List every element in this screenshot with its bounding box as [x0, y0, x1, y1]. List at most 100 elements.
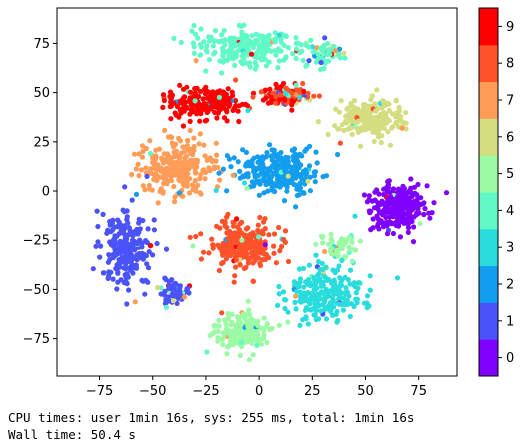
data-point: [183, 175, 189, 181]
data-point: [280, 289, 287, 295]
data-point: [225, 211, 231, 217]
data-point: [112, 252, 119, 258]
data-point: [277, 96, 283, 103]
data-point: [421, 211, 427, 218]
data-point: [384, 116, 390, 122]
data-point: [174, 103, 180, 110]
data-point: [157, 174, 163, 180]
data-point: [221, 115, 228, 121]
data-point: [253, 166, 259, 172]
data-point: [266, 232, 272, 238]
data-point: [323, 316, 330, 322]
data-point: [243, 239, 249, 245]
data-point: [367, 273, 373, 279]
data-point: [409, 218, 415, 225]
data-point: [289, 90, 295, 96]
data-point: [161, 180, 167, 187]
data-point: [194, 111, 200, 117]
data-point: [219, 310, 225, 316]
data-point: [197, 190, 203, 196]
data-point: [251, 254, 257, 260]
data-point: [107, 222, 113, 228]
data-point: [203, 68, 209, 74]
data-point: [233, 42, 239, 48]
data-point: [198, 172, 204, 178]
data-point: [124, 265, 130, 271]
data-point: [298, 42, 304, 48]
colorbar-segment: [479, 81, 498, 119]
data-point: [360, 106, 366, 112]
data-point: [259, 336, 265, 342]
data-point: [329, 301, 335, 307]
data-point: [136, 151, 142, 157]
data-point: [220, 53, 226, 59]
y-tick-label: −50: [23, 283, 50, 298]
data-point: [256, 234, 262, 240]
x-tick-label: 50: [357, 384, 374, 399]
data-point: [181, 167, 187, 174]
data-point: [246, 38, 252, 44]
data-point: [307, 188, 313, 194]
x-tick-label: −50: [139, 384, 166, 399]
data-point: [300, 265, 307, 271]
data-point: [232, 230, 238, 236]
data-point: [254, 63, 260, 69]
data-point: [276, 291, 282, 297]
data-point: [245, 324, 251, 330]
data-point: [145, 265, 152, 271]
data-point: [231, 51, 238, 57]
y-tick-label: 25: [33, 135, 50, 150]
data-point: [245, 107, 251, 114]
data-point: [306, 163, 313, 169]
data-point: [201, 39, 207, 45]
data-point: [215, 323, 221, 329]
data-point: [246, 329, 252, 335]
data-point: [246, 62, 252, 68]
data-point: [265, 188, 271, 194]
data-point: [193, 233, 199, 240]
data-point: [236, 244, 243, 250]
data-point: [385, 207, 391, 213]
data-point: [276, 283, 282, 290]
data-point: [293, 293, 299, 299]
data-point: [212, 49, 218, 56]
data-point: [247, 317, 253, 323]
data-point: [315, 119, 321, 125]
data-point: [237, 41, 243, 47]
data-point: [192, 98, 198, 104]
data-point: [236, 118, 242, 125]
data-point: [252, 337, 258, 343]
data-point: [252, 172, 258, 179]
data-point: [424, 183, 430, 189]
data-point: [313, 149, 319, 155]
data-point: [202, 176, 208, 182]
data-point: [399, 125, 405, 131]
data-point: [262, 87, 268, 93]
data-point: [255, 255, 262, 261]
data-point: [250, 278, 256, 284]
data-point: [325, 131, 331, 138]
data-point: [335, 151, 341, 158]
data-point: [196, 93, 202, 100]
data-point: [352, 213, 358, 219]
data-point: [226, 95, 232, 101]
data-point: [158, 186, 164, 192]
x-tick-label: −75: [86, 384, 113, 399]
data-point: [150, 252, 156, 258]
data-point: [269, 183, 275, 190]
data-point: [180, 123, 186, 129]
data-point: [396, 192, 403, 198]
data-point: [307, 174, 313, 180]
colorbar: 0 1 2 3 4 5 6 7 8 9: [478, 7, 514, 377]
data-point: [155, 200, 161, 206]
data-point: [187, 127, 193, 134]
data-point: [130, 265, 136, 271]
data-point: [153, 153, 159, 159]
data-point: [129, 197, 135, 203]
data-point: [195, 182, 201, 188]
data-point: [296, 266, 302, 272]
colorbar-tick-label: 6: [506, 130, 514, 145]
colorbar-tick-label: 2: [506, 278, 514, 293]
data-point: [275, 302, 281, 308]
data-point: [301, 88, 307, 94]
